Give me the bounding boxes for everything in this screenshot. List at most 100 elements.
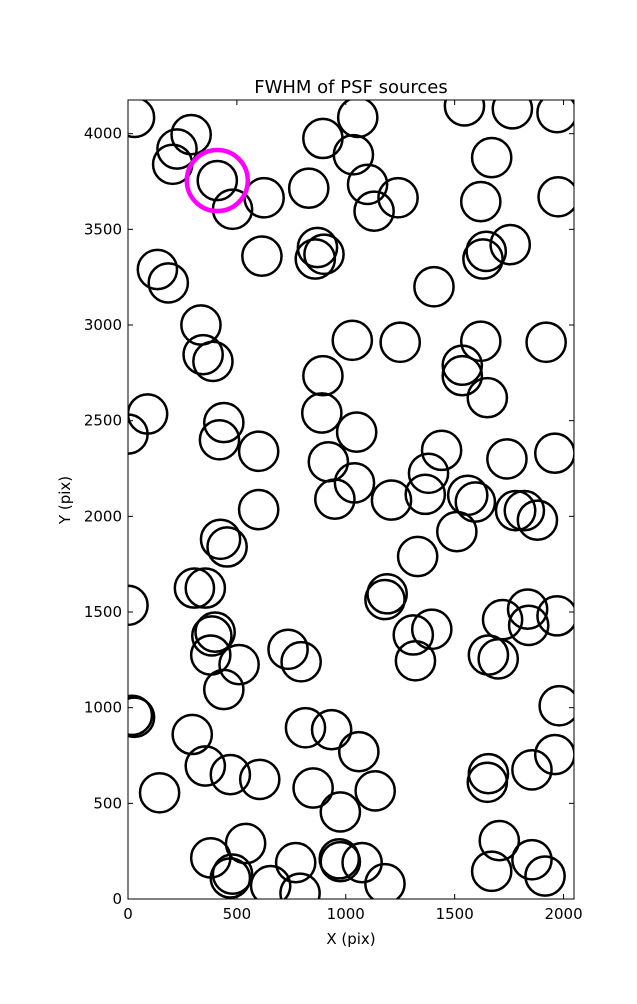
source-marker bbox=[394, 639, 437, 682]
source-marker bbox=[156, 128, 198, 170]
source-marker bbox=[300, 392, 343, 434]
source-marker bbox=[459, 180, 502, 223]
x-tick-label: 1000 bbox=[327, 905, 365, 923]
source-marker bbox=[489, 223, 532, 266]
source-marker bbox=[237, 488, 280, 531]
y-tick-label: 2500 bbox=[84, 412, 122, 430]
source-marker bbox=[491, 100, 534, 130]
source-marker bbox=[128, 413, 149, 455]
source-marker bbox=[331, 319, 374, 362]
source-marker bbox=[147, 262, 190, 304]
source-marker bbox=[407, 452, 450, 495]
source-marker bbox=[209, 857, 252, 899]
source-marker bbox=[536, 594, 574, 637]
source-marker bbox=[392, 614, 435, 656]
source-marker bbox=[525, 321, 567, 364]
chart-title: FWHM of PSF sources bbox=[254, 77, 448, 98]
y-tick-label: 1500 bbox=[84, 603, 122, 621]
source-marker bbox=[237, 430, 280, 473]
source-marker bbox=[267, 628, 309, 671]
source-marker bbox=[302, 117, 344, 160]
source-marker bbox=[128, 584, 149, 627]
source-marker bbox=[307, 440, 350, 483]
x-tick-label: 1500 bbox=[436, 905, 474, 923]
source-marker bbox=[462, 238, 504, 280]
y-axis-ticks: 0 500 1000 1500 2000 2500 3000 3500 4000 bbox=[84, 125, 574, 908]
source-marker bbox=[280, 640, 322, 683]
source-marker bbox=[335, 411, 378, 454]
source-marker bbox=[538, 684, 574, 727]
source-marker bbox=[466, 376, 509, 419]
source-marker bbox=[465, 230, 508, 273]
source-marker bbox=[354, 770, 397, 812]
y-axis-label: Y (pix) bbox=[56, 476, 74, 525]
source-marker bbox=[287, 167, 330, 210]
source-marker bbox=[533, 432, 574, 475]
source-marker bbox=[182, 333, 224, 376]
source-marker bbox=[190, 615, 233, 657]
source-marker bbox=[533, 733, 574, 776]
source-marker bbox=[435, 510, 478, 553]
source-marker bbox=[243, 176, 285, 219]
source-marker bbox=[279, 872, 321, 899]
source-marker bbox=[441, 344, 484, 387]
source-marker bbox=[249, 864, 292, 899]
source-marker bbox=[441, 354, 484, 397]
source-marker bbox=[377, 176, 419, 219]
source-marker bbox=[209, 753, 252, 796]
source-marker bbox=[128, 100, 156, 139]
source-marker bbox=[511, 838, 553, 881]
source-marker bbox=[413, 265, 455, 308]
source-marker bbox=[332, 133, 375, 176]
source-marker bbox=[173, 567, 216, 609]
source-marker bbox=[364, 862, 406, 899]
source-marker bbox=[202, 401, 245, 444]
source-marker bbox=[198, 418, 241, 461]
y-tick-label: 1000 bbox=[84, 699, 122, 717]
source-marker bbox=[353, 190, 395, 233]
y-tick-label: 0 bbox=[112, 890, 122, 908]
source-marker bbox=[511, 749, 553, 791]
source-marker bbox=[459, 320, 502, 363]
source-marker bbox=[410, 608, 453, 651]
source-marker bbox=[537, 175, 574, 218]
source-marker bbox=[238, 758, 281, 801]
highlighted-source-marker bbox=[184, 147, 251, 214]
source-marker bbox=[294, 238, 337, 280]
source-marker bbox=[184, 745, 227, 787]
source-marker bbox=[310, 708, 353, 751]
source-marker bbox=[284, 706, 327, 749]
source-marker bbox=[224, 822, 267, 865]
source-marker bbox=[303, 233, 345, 276]
source-markers bbox=[128, 100, 574, 899]
source-marker bbox=[202, 668, 245, 711]
source-marker bbox=[136, 248, 179, 291]
source-marker bbox=[486, 438, 528, 480]
source-marker bbox=[396, 535, 439, 578]
source-marker bbox=[274, 841, 317, 884]
source-marker bbox=[506, 588, 549, 630]
y-tick-label: 3000 bbox=[84, 316, 122, 334]
source-marker bbox=[481, 598, 524, 641]
x-axis-label: X (pix) bbox=[326, 930, 375, 948]
source-marker bbox=[218, 643, 260, 686]
source-marker bbox=[138, 771, 181, 814]
source-marker bbox=[184, 567, 227, 609]
source-marker bbox=[128, 696, 156, 739]
source-marker bbox=[341, 841, 383, 884]
source-marker bbox=[241, 235, 283, 277]
source-marker bbox=[336, 100, 379, 139]
source-marker bbox=[379, 321, 422, 364]
source-marker bbox=[296, 226, 339, 269]
source-marker bbox=[346, 163, 389, 206]
source-marker bbox=[302, 354, 344, 397]
source-marker bbox=[206, 526, 248, 568]
y-tick-label: 3500 bbox=[84, 220, 122, 238]
source-marker bbox=[370, 479, 413, 521]
source-marker bbox=[524, 855, 566, 897]
source-marker bbox=[467, 752, 510, 795]
source-marker bbox=[446, 474, 489, 517]
source-marker bbox=[366, 572, 408, 615]
source-marker bbox=[503, 489, 546, 532]
plot-frame bbox=[127, 99, 575, 900]
